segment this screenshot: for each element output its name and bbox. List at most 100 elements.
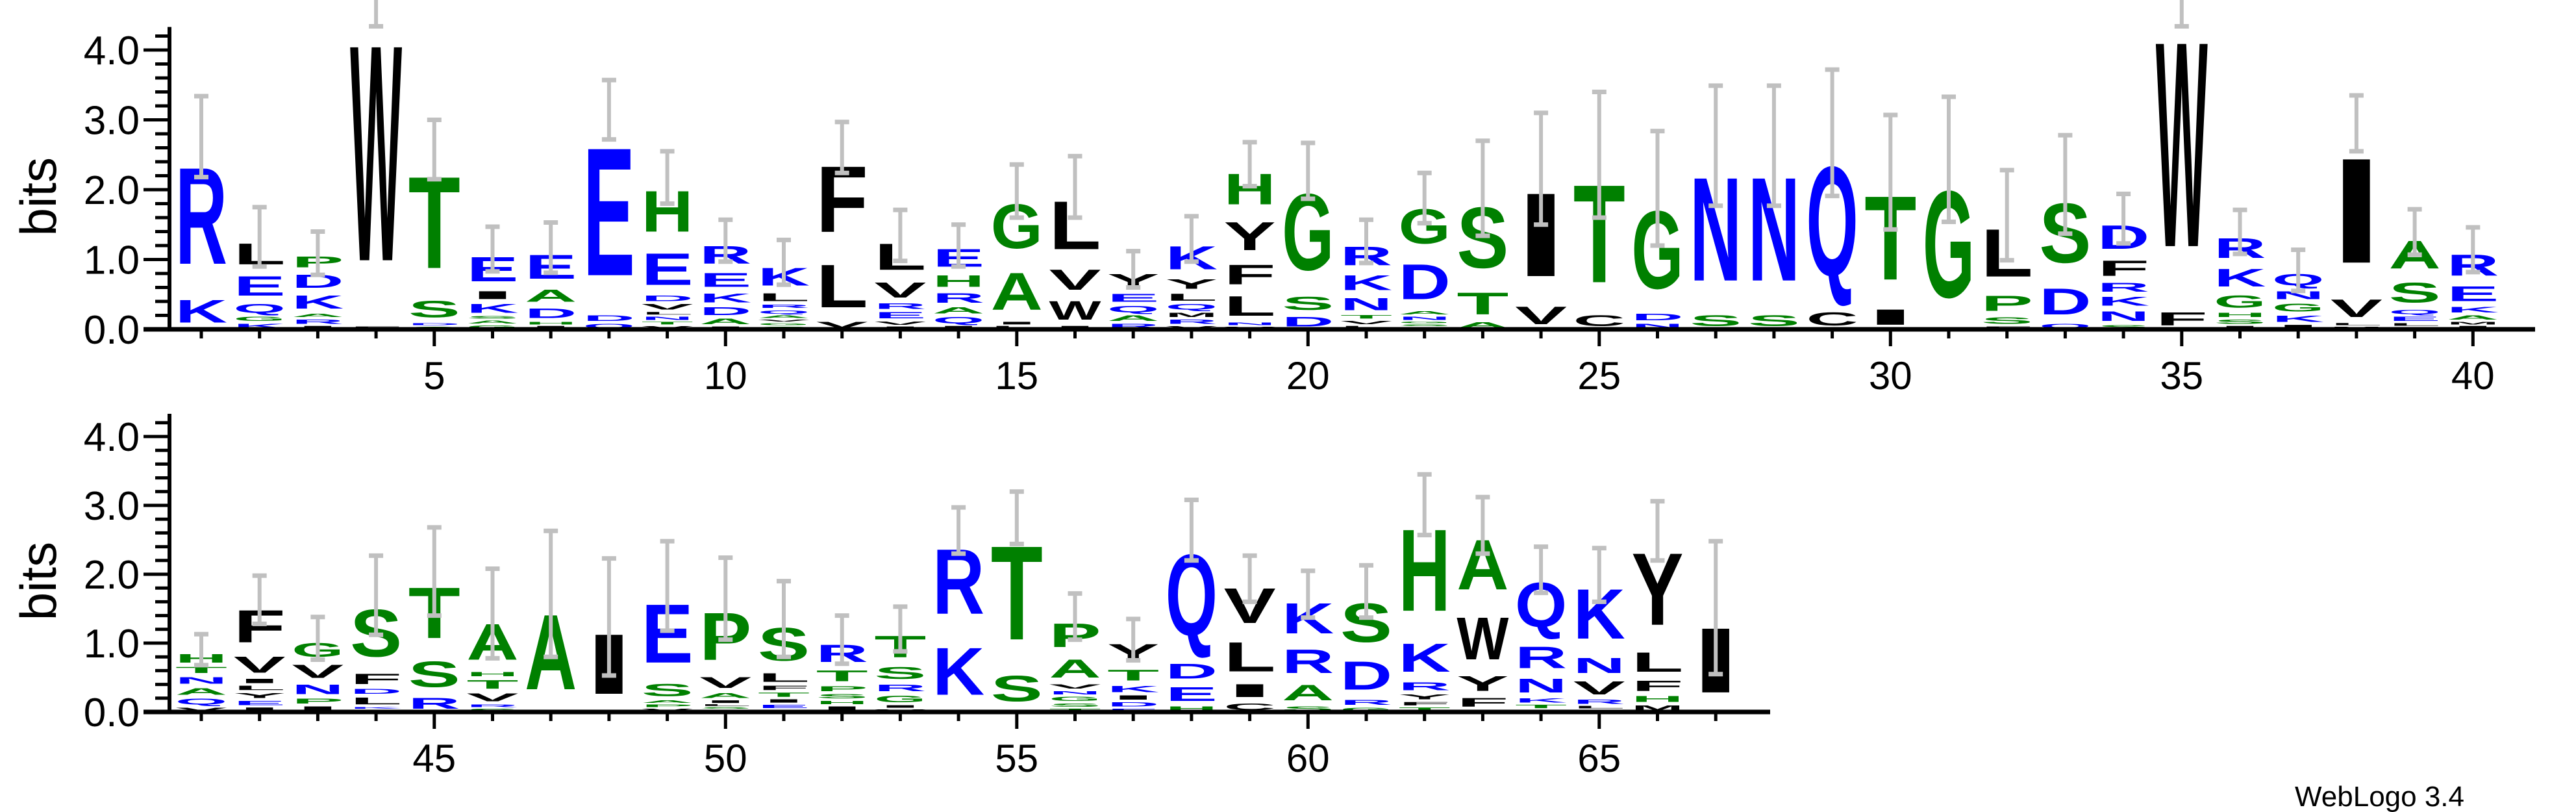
x-tick-label: 5 xyxy=(423,354,445,398)
logo-letter-glyph: V xyxy=(1573,678,1625,698)
logo-letter: D xyxy=(642,294,694,303)
y-tick-label: 4.0 xyxy=(84,29,140,73)
logo-letter-glyph: I xyxy=(991,321,1043,325)
logo-letter: A xyxy=(525,286,577,306)
logo-letter-glyph: S xyxy=(1282,293,1334,314)
x-tick-label: 30 xyxy=(1869,354,1912,398)
logo-letter: H xyxy=(1166,705,1218,712)
logo-letter-glyph: L xyxy=(1224,634,1276,681)
logo-letter-glyph: V xyxy=(292,661,344,682)
logo-letter: K xyxy=(234,322,286,329)
logo-letter: I xyxy=(874,704,926,708)
y-tick-label: 3.0 xyxy=(84,484,140,529)
logo-letter: I xyxy=(1224,681,1276,701)
logo-letter: D xyxy=(699,305,751,317)
logo-column: ATS xyxy=(1457,138,1508,329)
logo-letter: V xyxy=(1049,683,1101,691)
logo-letter-glyph: K xyxy=(292,292,344,312)
logo-letter: P xyxy=(1981,291,2033,315)
logo-letter-glyph: E xyxy=(234,271,286,301)
logo-letter: L xyxy=(758,670,810,684)
logo-letter-glyph: S xyxy=(408,653,460,695)
logo-column: GASKIE xyxy=(467,224,519,329)
logo-letter-glyph: P xyxy=(292,697,344,705)
logo-letter: E xyxy=(234,700,286,707)
logo-letter-glyph: I xyxy=(1107,694,1159,701)
logo-letter: S xyxy=(467,316,519,320)
logo-column: CQ xyxy=(1807,67,1858,329)
logo-letter-glyph: T xyxy=(816,667,868,684)
logo-letter-glyph: R xyxy=(1573,698,1625,705)
logo-letter-glyph: K xyxy=(175,294,227,330)
logo-letter-glyph: K xyxy=(1340,271,1392,295)
logo-letter-glyph: S xyxy=(1049,702,1101,707)
logo-letter: S xyxy=(1981,316,2033,326)
logo-letter: F xyxy=(758,685,810,692)
logo-letter: R xyxy=(932,290,984,306)
logo-letter: A xyxy=(932,306,984,316)
logo-letter: K xyxy=(2214,264,2266,292)
logo-letter-glyph: P xyxy=(816,685,868,693)
x-tick-label: 50 xyxy=(704,737,747,780)
logo-letter-glyph: V xyxy=(1049,683,1101,691)
logo-letter-glyph: S xyxy=(408,296,460,323)
logo-letter: S xyxy=(1049,702,1101,707)
logo-column: A xyxy=(525,528,577,712)
logo-letter-glyph: I xyxy=(1864,305,1916,330)
logo-letter: I xyxy=(2331,128,2382,295)
logo-letter-glyph: D xyxy=(350,687,402,696)
logo-panel-1: KRKGQELIRAKDPFWGDSTGASKIEIHDAEQDEVTNLVDE… xyxy=(10,0,2535,398)
logo-letter: L xyxy=(1224,290,1276,322)
logo-letter: K xyxy=(1399,635,1451,680)
logo-letter: L xyxy=(1573,705,1625,709)
logo-letter-glyph: G xyxy=(1049,696,1101,703)
logo-letter: E xyxy=(2447,282,2499,305)
logo-letter-glyph: A xyxy=(1107,314,1159,322)
logo-letter-glyph: R xyxy=(1340,698,1392,707)
logo-letter: K xyxy=(175,294,227,330)
logo-letter: G xyxy=(467,324,519,329)
logo-letter: A xyxy=(1399,310,1451,316)
logo-letter: V xyxy=(1340,320,1392,325)
logo-letter-glyph: R xyxy=(1515,641,1567,675)
logo-letter-glyph: S xyxy=(1690,312,1742,330)
logo-column: VI xyxy=(1515,110,1567,329)
logo-letter-glyph: D xyxy=(1399,254,1451,310)
logo-letter: I xyxy=(758,698,810,704)
logo-letter-glyph: R xyxy=(292,318,344,325)
logo-letter-glyph: A xyxy=(1049,654,1101,683)
logo-letter: C xyxy=(1807,309,1858,329)
logo-column: IADKER xyxy=(699,217,751,329)
logo-letter: K xyxy=(699,291,751,305)
logo-letter-glyph: N xyxy=(1049,690,1101,695)
logo-letter: E xyxy=(699,269,751,291)
logo-letter: F xyxy=(2097,256,2149,280)
logo-letter: N xyxy=(292,681,344,696)
logo-column: MLVI xyxy=(2331,93,2382,329)
logo-letter-glyph: L xyxy=(1632,646,1684,678)
logo-letter-glyph: Q xyxy=(2039,322,2091,329)
logo-letter-glyph: A xyxy=(932,306,984,316)
y-tick-label: 2.0 xyxy=(84,553,140,598)
logo-column: TKLDFS xyxy=(350,553,402,712)
logo-column: IST xyxy=(991,489,1043,712)
logo-letter-glyph: Q xyxy=(1107,304,1159,314)
logo-letter-glyph: Q xyxy=(758,309,810,315)
logo-letter: V xyxy=(874,278,926,302)
logo-letter: A xyxy=(991,262,1043,321)
logo-column: ISGNADG xyxy=(1399,170,1451,329)
logo-column: FSPL xyxy=(1981,168,2033,329)
logo-column: SN xyxy=(1748,83,1800,329)
logo-letter: R xyxy=(467,704,519,707)
logo-letter: D xyxy=(1166,660,1218,683)
logo-letter-glyph: D xyxy=(1107,701,1159,708)
logo-letter: P xyxy=(642,704,694,707)
logo-column: VQANTH xyxy=(175,631,227,712)
logo-letter: S xyxy=(991,668,1043,709)
logo-column: RST xyxy=(408,525,460,712)
logo-letter-glyph: Y xyxy=(1457,672,1508,696)
logo-letter: P xyxy=(292,697,344,705)
logo-letter: N xyxy=(1340,294,1392,314)
